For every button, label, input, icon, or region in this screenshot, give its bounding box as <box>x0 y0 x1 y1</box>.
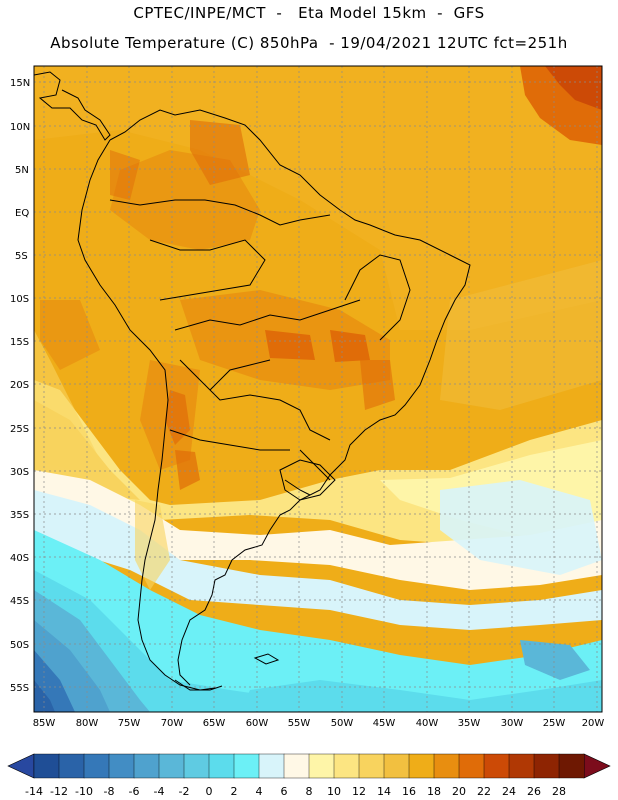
lat-label: 20S <box>10 380 29 391</box>
colorbar-cell <box>283 753 310 779</box>
colorbar-max-arrow <box>583 753 611 779</box>
pacific-coast <box>77 139 216 691</box>
colorbar-cell <box>383 753 410 779</box>
lon-label: 45W <box>373 718 396 729</box>
colorbar-tick-label: 26 <box>527 785 541 798</box>
colorbar-tick-label: 22 <box>477 785 491 798</box>
lat-label: 45S <box>10 596 29 607</box>
colorbar-tick-label: -4 <box>154 785 165 798</box>
colorbar-tick-label: 28 <box>552 785 566 798</box>
colorbar-tick-label: 14 <box>377 785 391 798</box>
colorbar-cell <box>358 753 385 779</box>
lat-label: EQ <box>15 208 29 219</box>
patagonia-east-coast <box>177 514 281 686</box>
colorbar-tick-label: -2 <box>179 785 190 798</box>
colorbar-tick-label: -14 <box>25 785 43 798</box>
colorbar-cell <box>208 753 235 779</box>
colorbar-tick-label: 24 <box>502 785 516 798</box>
colorbar-cell <box>458 753 485 779</box>
lat-label: 15S <box>10 337 29 348</box>
colorbar-cell <box>33 753 60 779</box>
lon-label: 55W <box>288 718 311 729</box>
colorbar-tick-label: -10 <box>75 785 93 798</box>
lon-label: 65W <box>203 718 226 729</box>
lon-label: 50W <box>331 718 354 729</box>
colorbar-tick-label: 6 <box>281 785 288 798</box>
colorbar-tick-label: -8 <box>104 785 115 798</box>
colorbar-tick-label: 12 <box>352 785 366 798</box>
temperature-field <box>34 66 602 712</box>
lat-label: 10N <box>10 122 30 133</box>
lon-label: 80W <box>76 718 99 729</box>
lon-label: 25W <box>543 718 566 729</box>
colorbar-tick-label: 16 <box>402 785 416 798</box>
colorbar-cell <box>308 753 335 779</box>
colorbar-cell <box>333 753 360 779</box>
colorbar-cell <box>508 753 535 779</box>
falklands <box>253 653 280 665</box>
lat-label: 15N <box>10 78 30 89</box>
lat-label: 5N <box>15 165 29 176</box>
colorbar-cell <box>233 753 260 779</box>
colorbar-cells <box>33 753 585 779</box>
colorbar-cell <box>433 753 460 779</box>
colorbar-tick-label: 0 <box>206 785 213 798</box>
chart-title-line1: CPTEC/INPE/MCT - Eta Model 15km - GFS <box>133 4 485 22</box>
lon-label: 40W <box>416 718 439 729</box>
lat-label: 5S <box>15 251 28 262</box>
lat-label: 35S <box>10 510 29 521</box>
colorbar-cell <box>483 753 510 779</box>
chart-title-line2: Absolute Temperature (C) 850hPa - 19/04/… <box>50 34 568 52</box>
caribbean-coast <box>109 109 471 516</box>
colorbar-cell <box>108 753 135 779</box>
lon-label: 30W <box>501 718 524 729</box>
colorbar-tick-label: -12 <box>50 785 68 798</box>
country-borders <box>109 199 411 496</box>
colorbar-cell <box>533 753 560 779</box>
lat-label: 40S <box>10 553 29 564</box>
tierra-del-fuego <box>174 679 223 691</box>
colorbar-tick-label: 18 <box>427 785 441 798</box>
colorbar-min-arrow <box>7 753 35 779</box>
colorbar-tick-label: 10 <box>327 785 341 798</box>
colorbar-cell <box>258 753 285 779</box>
lat-label: 10S <box>10 294 29 305</box>
colorbar: -14 -12 -10 -8 -6 -4 -2 0 2 4 6 8 10 12 14 16 18 20 22 24 26… <box>7 753 611 798</box>
coastlines <box>34 71 471 691</box>
colorbar-cell <box>133 753 160 779</box>
colorbar-tick-label: 4 <box>256 785 263 798</box>
latitude-labels: 15N 10N 5N EQ 5S 10S 15S 20S 25S 30S 35S… <box>10 78 30 694</box>
colorbar-tick-label: 20 <box>452 785 466 798</box>
lat-label: 55S <box>10 683 29 694</box>
lon-label: 70W <box>161 718 184 729</box>
lon-label: 20W <box>582 718 605 729</box>
colorbar-tick-label: 8 <box>306 785 313 798</box>
lon-label: 85W <box>33 718 56 729</box>
lon-label: 60W <box>246 718 269 729</box>
colorbar-cell <box>558 753 585 779</box>
colorbar-cell <box>83 753 110 779</box>
colorbar-cell <box>408 753 435 779</box>
lat-label: 30S <box>10 467 29 478</box>
lon-label: 35W <box>458 718 481 729</box>
lon-label: 75W <box>118 718 141 729</box>
central-america-coast <box>34 71 111 141</box>
plot-frame <box>33 65 603 713</box>
lat-label: 50S <box>10 640 29 651</box>
colorbar-tick-label: 2 <box>231 785 238 798</box>
colorbar-cell <box>58 753 85 779</box>
lat-label: 25S <box>10 424 29 435</box>
colorbar-cell <box>158 753 185 779</box>
colorbar-cell <box>183 753 210 779</box>
uruguay-outline <box>279 459 336 501</box>
longitude-labels: 85W 80W 75W 70W 65W 60W 55W 50W 45W 40W … <box>33 718 605 729</box>
colorbar-labels: -14 -12 -10 -8 -6 -4 -2 0 2 4 6 8 10 12 14 16 18 20 22 24 26… <box>25 785 566 798</box>
colorbar-tick-label: -6 <box>129 785 140 798</box>
